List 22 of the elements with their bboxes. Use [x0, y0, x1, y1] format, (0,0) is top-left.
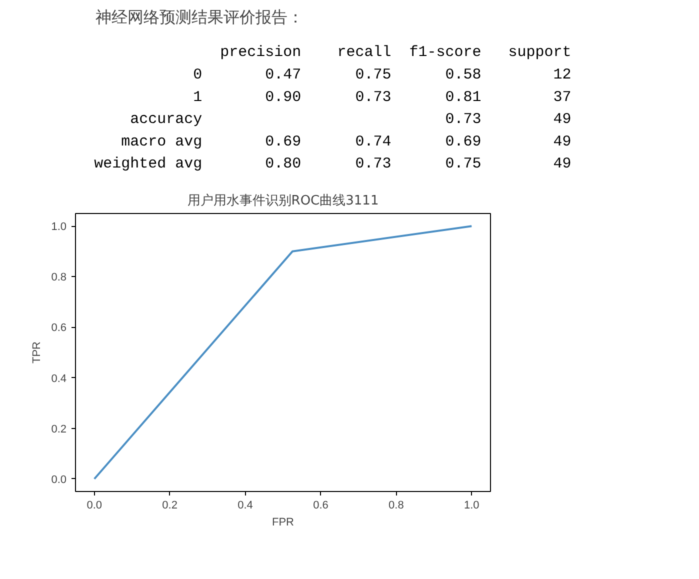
x-tick-label: 0.8 [388, 500, 404, 512]
y-tick-label: 0.6 [51, 322, 67, 334]
y-axis-title: TPR [31, 341, 44, 364]
x-tick-label: 0.2 [162, 500, 178, 512]
x-tick-label: 0.0 [86, 500, 102, 512]
text: macro avg 0.69 0.74 0.69 49 [94, 133, 572, 150]
text: accuracy 0.73 49 [94, 111, 572, 128]
y-tick-label: 0.8 [51, 272, 67, 284]
text: 1 0.90 0.73 0.81 37 [94, 88, 572, 106]
chart-title: 用户用水事件识别ROC曲线3111 [187, 194, 379, 208]
text: precision recall f1-score support [94, 44, 572, 62]
text: 神经网络预测结果评价报告： [96, 8, 304, 26]
x-axis-title: FPR [272, 516, 294, 528]
y-tick-label: 0.2 [51, 423, 67, 436]
x-tick-label: 0.4 [238, 500, 253, 512]
text: 0 0.47 0.75 0.58 12 [94, 66, 572, 84]
y-tick-label: 0.4 [51, 372, 67, 385]
y-tick-label: 0.0 [51, 474, 67, 486]
text: weighted avg 0.80 0.73 0.75 49 [94, 156, 572, 173]
y-tick-label: 1.0 [51, 221, 67, 234]
x-tick-label: 1.0 [464, 500, 480, 512]
x-tick-label: 0.6 [313, 500, 328, 512]
